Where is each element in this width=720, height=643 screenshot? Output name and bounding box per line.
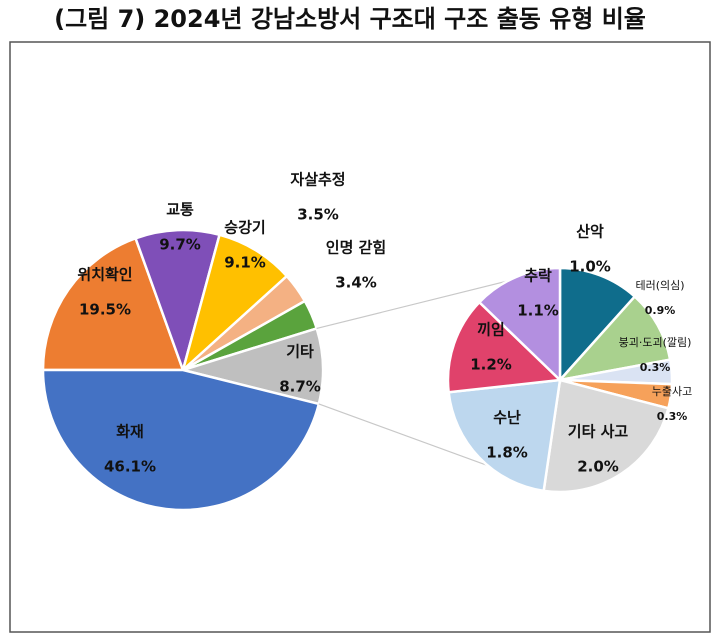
slice-label: 기타 사고 [568,423,629,441]
value-label: 19.5% [79,301,131,319]
value-label: 3.4% [335,274,377,292]
chart-title: (그림 7) 2024년 강남소방서 구조대 구조 출동 유형 비율 [54,5,646,33]
pie-slice [542,378,670,494]
slice-label: 붕괴·도괴(깔림) [619,335,692,349]
pie-slice [41,368,321,512]
slice-label: 승강기 [224,219,265,237]
slice-label: 화재 [116,423,144,441]
slice-label: 테러(의심) [635,279,684,292]
slice-label: 누출사고 [652,385,692,398]
pie-slice [556,294,672,382]
value-label: 9.1% [224,254,266,272]
value-label: 0.3% [657,410,688,423]
slice-label: 산악 [576,223,604,241]
pie-slice [447,378,562,493]
value-label: 1.0% [569,258,611,276]
slice-label: 자살추정 [290,171,345,189]
value-label: 8.7% [279,378,321,396]
slice-label: 끼임 [477,321,505,339]
value-label: 2.0% [577,458,619,476]
slice-label: 인명 갇힘 [326,239,386,257]
value-label: 1.1% [517,302,559,320]
pie-slice [133,228,222,375]
slice-label: 기타 [286,343,314,361]
value-label: 1.2% [470,356,512,374]
pie-slice [446,300,563,394]
slice-label: 수난 [493,409,521,427]
value-label: 3.5% [297,206,339,224]
slice-label: 위치확인 [77,266,132,284]
pie-slice [41,236,185,372]
pie-slice [180,233,289,374]
pie-slice [477,266,562,383]
value-label: 0.3% [640,361,671,374]
slice-label: 교통 [166,201,194,219]
value-label: 1.8% [486,444,528,462]
slice-label: 추락 [524,267,552,285]
value-label: 9.7% [159,236,201,254]
value-label: 46.1% [104,458,156,476]
value-label: 0.9% [645,304,676,317]
pie-slice [558,266,637,384]
